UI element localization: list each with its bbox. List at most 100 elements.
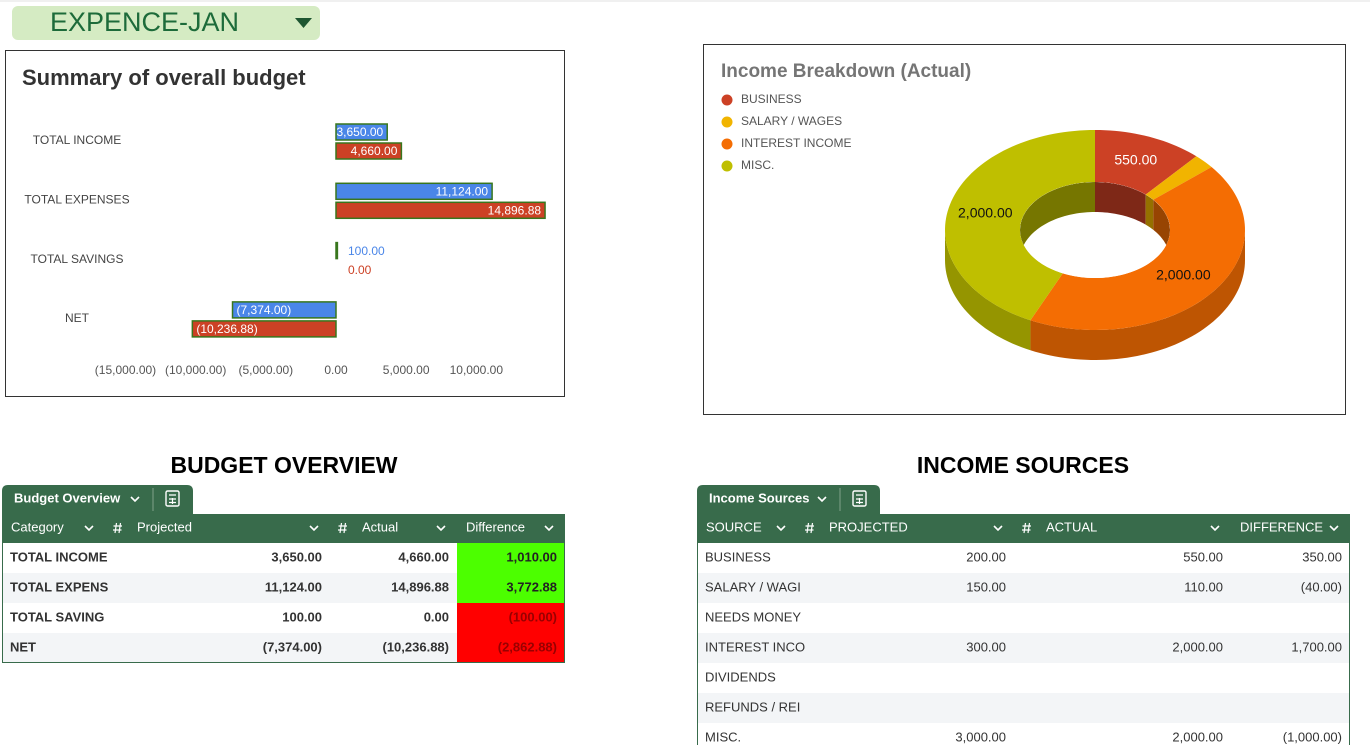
x-tick-label: (5,000.00) — [238, 363, 293, 377]
chart-frame — [5, 50, 565, 397]
column-menu[interactable] — [130, 496, 140, 503]
bar — [191, 320, 337, 338]
slice — [1030, 167, 1245, 330]
column-menu[interactable] — [544, 525, 554, 532]
x-tick-label: (15,000.00) — [95, 363, 156, 377]
number-type-icon — [805, 522, 814, 534]
table-cell: 1,700.00 — [1291, 639, 1342, 654]
bar — [335, 142, 403, 160]
value-label: 550.00 — [1114, 152, 1157, 168]
table-cell: NEEDS MONEY — [705, 609, 801, 624]
column-header: Difference — [466, 519, 525, 534]
calculator-icon-keys — [169, 494, 176, 504]
table-cell: (2,862.88) — [498, 639, 557, 654]
number-type-icon — [338, 522, 347, 534]
table-cell: (1,000.00) — [1283, 729, 1342, 744]
value-label: 0.00 — [348, 263, 372, 277]
table-cell: INTEREST INCO — [705, 639, 805, 654]
slice-inner-side — [1095, 182, 1146, 225]
legend-swatch — [721, 160, 733, 172]
table-cell: (40.00) — [1301, 579, 1342, 594]
table-cell: 200.00 — [966, 549, 1006, 564]
table-cell: 2,000.00 — [1172, 729, 1223, 744]
slice-inner-side — [1153, 199, 1170, 260]
table-cell: 100.00 — [282, 609, 322, 624]
value-label: (10,236.88) — [196, 322, 257, 336]
value-label: (7,374.00) — [237, 303, 292, 317]
table-cell: MISC. — [705, 729, 741, 744]
table-cell: 350.00 — [1302, 549, 1342, 564]
legend-label: BUSINESS — [741, 92, 802, 106]
inner-walls — [1020, 182, 1170, 260]
dropdown-arrow[interactable] — [295, 18, 312, 28]
column-header: SOURCE — [706, 519, 762, 534]
table-cell: TOTAL SAVING — [10, 609, 104, 624]
table-cell: NET — [10, 639, 36, 654]
legend-swatch — [721, 116, 733, 128]
category-label: NET — [65, 311, 90, 325]
legend-label: SALARY / WAGES — [741, 114, 842, 128]
column-menu[interactable] — [1329, 525, 1339, 532]
slice — [945, 130, 1095, 321]
table-cell: 3,650.00 — [271, 549, 322, 564]
table-border — [697, 514, 1350, 745]
table-cell: REFUNDS / REI — [705, 699, 800, 714]
column-header: Actual — [362, 519, 398, 534]
table-cell: 3,772.88 — [506, 579, 557, 594]
table-cell: 1,010.00 — [506, 549, 557, 564]
column-menu[interactable] — [84, 525, 94, 532]
column-menu[interactable] — [309, 525, 319, 532]
table-cell: (10,236.88) — [383, 639, 450, 654]
value-label: 100.00 — [348, 244, 385, 258]
sheet-selector-label[interactable]: EXPENCE-JAN — [50, 7, 239, 37]
table-tab[interactable] — [697, 485, 880, 514]
table-cell: 2,000.00 — [1172, 639, 1223, 654]
table-row — [697, 543, 1350, 573]
table-cell: 0.00 — [424, 609, 449, 624]
conditional-fill — [457, 573, 565, 603]
table-cell: 150.00 — [966, 579, 1006, 594]
column-header: DIFFERENCE — [1240, 519, 1323, 534]
conditional-fill — [457, 603, 565, 633]
table-row — [697, 693, 1350, 723]
table-cell: 300.00 — [966, 639, 1006, 654]
table-row — [697, 633, 1350, 663]
value-label: 11,124.00 — [436, 184, 489, 198]
table-heading: INCOME SOURCES — [917, 452, 1129, 478]
table-tab[interactable] — [2, 485, 193, 514]
table-tab-label[interactable]: Income Sources — [709, 490, 809, 505]
table-header — [697, 514, 1350, 543]
x-tick-label: 10,000.00 — [450, 363, 504, 377]
calculator-icon[interactable] — [165, 490, 180, 507]
column-menu[interactable] — [776, 525, 786, 532]
category-label: TOTAL INCOME — [33, 133, 121, 147]
table-tab-label[interactable]: Budget Overview — [14, 490, 121, 505]
table-cell: 3,000.00 — [955, 729, 1006, 744]
slice — [1145, 156, 1212, 200]
column-menu[interactable] — [817, 496, 827, 503]
table-row — [697, 663, 1350, 693]
bar — [335, 182, 493, 201]
legend-label: INTEREST INCOME — [741, 136, 851, 150]
table-cell: TOTAL EXPENS — [10, 579, 109, 594]
bar — [335, 123, 388, 141]
table-row — [697, 603, 1350, 633]
column-menu[interactable] — [993, 525, 1003, 532]
bar — [335, 201, 546, 220]
x-tick-label: 5,000.00 — [383, 363, 430, 377]
legend-label: MISC. — [741, 158, 774, 172]
sheet-selector[interactable] — [12, 6, 320, 40]
slice-side — [945, 230, 1031, 351]
column-menu[interactable] — [1210, 525, 1220, 532]
number-type-icon — [1022, 522, 1031, 534]
table-row — [697, 573, 1350, 603]
calculator-icon[interactable] — [852, 490, 867, 507]
column-menu[interactable] — [436, 525, 446, 532]
table-cell: SALARY / WAGI — [705, 579, 801, 594]
column-header: Projected — [137, 519, 192, 534]
bar — [335, 241, 339, 260]
slice-inner-side — [1020, 182, 1095, 260]
chart-title: Income Breakdown (Actual) — [721, 61, 971, 82]
